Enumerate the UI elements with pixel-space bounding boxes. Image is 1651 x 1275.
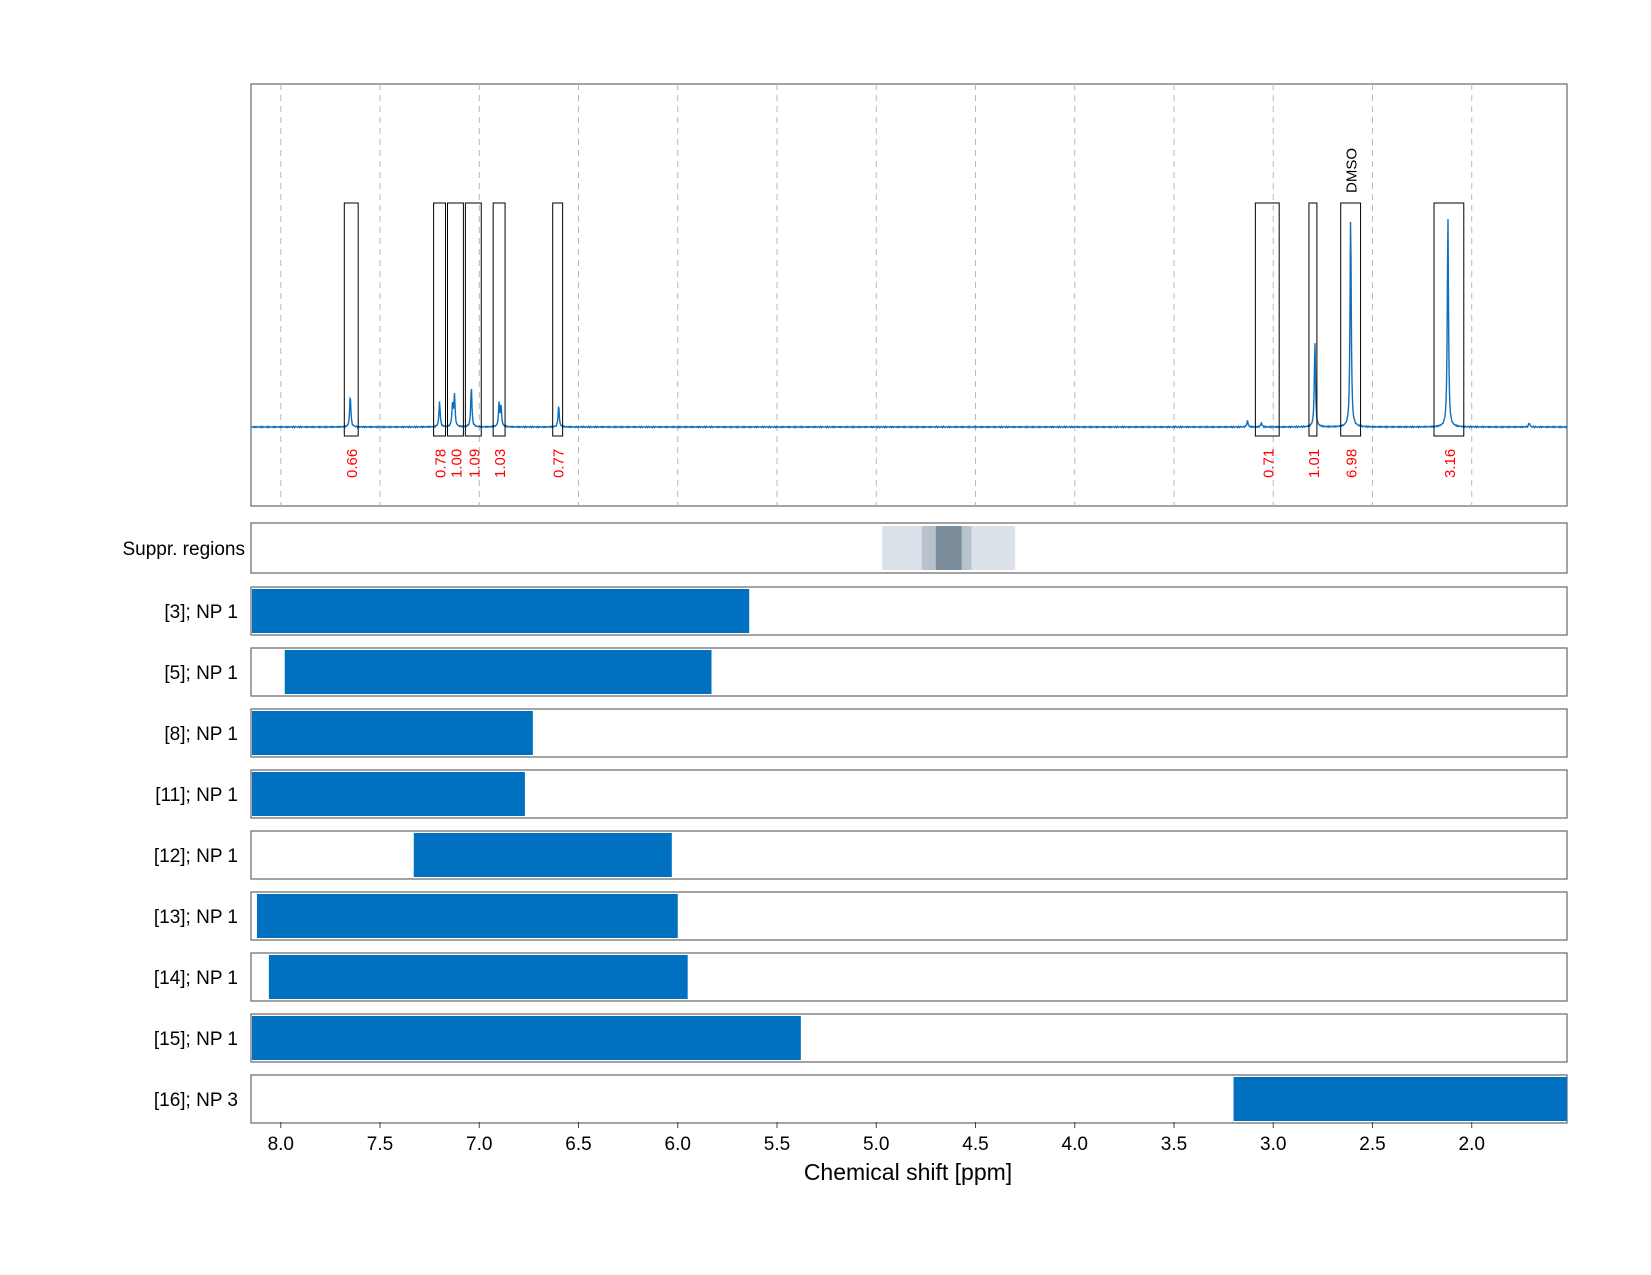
integral-box (1433, 202, 1465, 437)
integral-box (447, 202, 464, 437)
range-bar (252, 1016, 801, 1060)
range-bar (413, 833, 672, 877)
integral-box (464, 202, 482, 437)
range-bar (252, 711, 533, 755)
suppression-label: Suppr. regions (122, 539, 245, 560)
range-bar (284, 650, 712, 694)
integral-label: 0.66 (344, 449, 361, 478)
x-axis-label: Chemical shift [ppm] (804, 1159, 1012, 1185)
row-label: [8]; NP 1 (164, 724, 238, 745)
integral-label: 1.00 (448, 449, 465, 478)
bar-row: [5]; NP 1 (164, 647, 1568, 697)
bar-rows: [3]; NP 1 [5]; NP 1 [8]; NP 1 [11]; NP 1 [12… (154, 586, 1568, 1124)
x-tick-label: 4.0 (1062, 1134, 1088, 1155)
x-tick-label: 3.0 (1260, 1134, 1286, 1155)
suppression-panel: Suppr. regions (122, 522, 1568, 574)
integral-box (1340, 202, 1362, 437)
row-label: [15]; NP 1 (154, 1029, 238, 1050)
x-tick-label: 5.0 (863, 1134, 889, 1155)
row-label: [3]; NP 1 (164, 602, 238, 623)
x-tick-label: 2.0 (1459, 1134, 1485, 1155)
integral-box (343, 202, 359, 437)
bar-row: [8]; NP 1 (164, 708, 1568, 758)
integral-label: 1.01 (1306, 449, 1323, 478)
x-tick-label: 8.0 (268, 1134, 294, 1155)
x-tick-label: 3.5 (1161, 1134, 1187, 1155)
x-axis: 8.0 7.5 7.0 6.5 6.0 5.5 5.0 4.5 4.0 3.5 3.0 2.5 2.0 (268, 1122, 1485, 1155)
integral-label: 3.16 (1442, 449, 1459, 478)
x-tick-label: 2.5 (1359, 1134, 1385, 1155)
integral-box (433, 202, 447, 437)
spectrum-line (250, 219, 1568, 429)
row-label: [14]; NP 1 (154, 968, 238, 989)
integral-label: 1.03 (492, 449, 509, 478)
integral-box (552, 202, 564, 437)
row-label: [11]; NP 1 (155, 785, 238, 806)
x-tick-label: 6.5 (565, 1134, 591, 1155)
bar-row: [3]; NP 1 (164, 586, 1568, 636)
peak-annotation: DMSO (1344, 148, 1361, 193)
range-bar (268, 955, 688, 999)
row-label: [5]; NP 1 (164, 663, 238, 684)
integral-box (492, 202, 506, 437)
row-label: [12]; NP 1 (154, 846, 238, 867)
bar-row: [14]; NP 1 (154, 952, 1568, 1002)
integral-label: 0.78 (433, 449, 450, 478)
range-bar (252, 589, 750, 633)
range-bar (1233, 1077, 1567, 1121)
row-label: [16]; NP 3 (154, 1090, 238, 1111)
suppression-band (935, 526, 962, 570)
integral-label: 0.71 (1260, 449, 1277, 478)
bar-row: [12]; NP 1 (154, 830, 1568, 880)
integral-label: 6.98 (1344, 449, 1361, 478)
spectrum-panel: 0.66 0.781.00 1.09 1.03 0.77 0.71 1.01 6.98 DMSO… (250, 83, 1568, 507)
range-bar (252, 772, 525, 816)
x-tick-label: 5.5 (764, 1134, 790, 1155)
x-tick-label: 7.0 (466, 1134, 492, 1155)
integral-label: 0.77 (551, 449, 568, 478)
integral-box (1308, 202, 1318, 437)
bar-row: [16]; NP 3 (154, 1074, 1568, 1124)
x-tick-label: 6.0 (665, 1134, 691, 1155)
integral-label: 1.09 (466, 449, 483, 478)
row-label: [13]; NP 1 (154, 907, 238, 928)
x-tick-label: 4.5 (962, 1134, 988, 1155)
bar-row: [11]; NP 1 (155, 769, 1568, 819)
bar-row: [13]; NP 1 (154, 891, 1568, 941)
x-tick-label: 7.5 (367, 1134, 393, 1155)
spectrum-frame (250, 83, 1568, 507)
integral-box (1254, 202, 1280, 437)
range-bar (256, 894, 678, 938)
bar-row: [15]; NP 1 (154, 1013, 1568, 1063)
